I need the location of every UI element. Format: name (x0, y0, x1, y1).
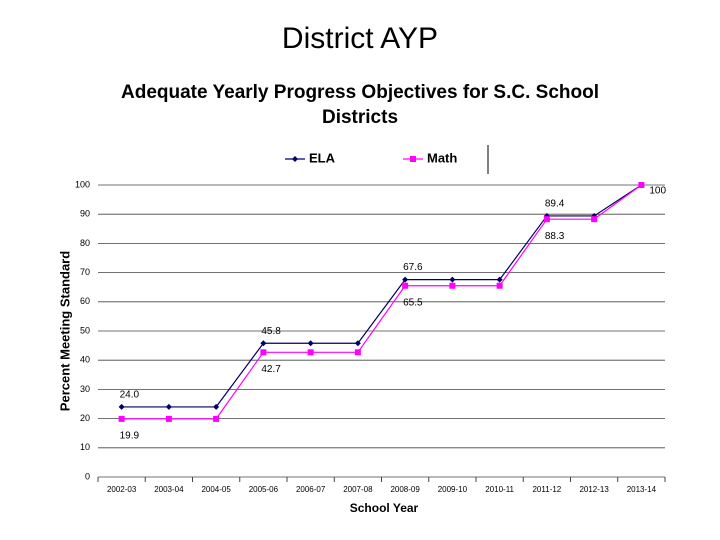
data-point (260, 340, 267, 347)
data-point (165, 403, 172, 410)
data-label: 67.6 (403, 262, 423, 273)
x-tick-label: 2002-03 (107, 485, 137, 494)
y-tick-label: 10 (80, 442, 90, 452)
data-point (496, 282, 503, 289)
y-tick-label: 20 (80, 413, 90, 423)
x-tick-label: 2011-12 (532, 485, 561, 494)
data-label: 65.5 (403, 297, 423, 308)
series-line (121, 184, 642, 420)
data-label: 42.7 (261, 364, 281, 375)
legend-marker (292, 156, 298, 162)
y-axis-label: Percent Meeting Standard (57, 251, 72, 411)
y-tick-label: 30 (80, 384, 90, 394)
x-tick-label: 2003-04 (154, 485, 184, 494)
data-point (118, 415, 125, 422)
data-point (496, 276, 503, 283)
chart-title: Adequate Yearly Progress Objectives for … (121, 82, 599, 128)
x-tick-label: 2005-06 (249, 485, 279, 494)
x-axis-label: School Year (350, 501, 419, 515)
data-point (543, 216, 550, 223)
x-tick-label: 2012-13 (579, 485, 609, 494)
data-point (260, 349, 267, 356)
data-point (165, 415, 172, 422)
legend-label: ELA (309, 150, 336, 165)
data-point (638, 182, 645, 188)
legend-label: Math (427, 150, 457, 165)
data-point (213, 403, 220, 410)
y-tick-label: 80 (80, 238, 90, 248)
x-tick-label: 2004-05 (201, 485, 231, 494)
y-tick-label: 70 (80, 267, 90, 277)
x-tick-label: 2013-14 (627, 485, 657, 494)
y-tick-label: 40 (80, 355, 90, 365)
x-tick-label: 2006-07 (296, 485, 326, 494)
y-tick-label: 100 (75, 179, 90, 189)
x-tick-label: 2010-11 (485, 485, 514, 494)
data-label: 24.0 (120, 390, 140, 401)
data-label: 19.9 (120, 431, 140, 442)
x-tick-label: 2008-09 (390, 485, 420, 494)
data-point (402, 282, 409, 289)
data-point (354, 349, 361, 356)
data-point (307, 349, 314, 356)
x-tick-label: 2007-08 (343, 485, 373, 494)
page-title: District AYP (281, 22, 439, 55)
x-tick-label: 2009-10 (438, 485, 468, 494)
data-label: 89.4 (545, 199, 565, 210)
y-tick-label: 0 (85, 471, 90, 481)
data-label: 45.8 (261, 326, 281, 337)
data-point (402, 276, 409, 283)
y-tick-label: 90 (80, 209, 90, 219)
data-point (449, 282, 456, 289)
y-tick-label: 60 (80, 296, 90, 306)
data-label: 88.3 (545, 231, 565, 242)
data-point (354, 340, 361, 347)
data-point (591, 216, 598, 223)
data-point (213, 415, 220, 422)
data-point (449, 276, 456, 283)
series-line (121, 184, 642, 408)
data-label: 100 (649, 186, 666, 197)
data-point (118, 403, 125, 410)
y-tick-label: 50 (80, 325, 90, 335)
legend-marker (410, 156, 416, 162)
data-point (307, 340, 314, 347)
